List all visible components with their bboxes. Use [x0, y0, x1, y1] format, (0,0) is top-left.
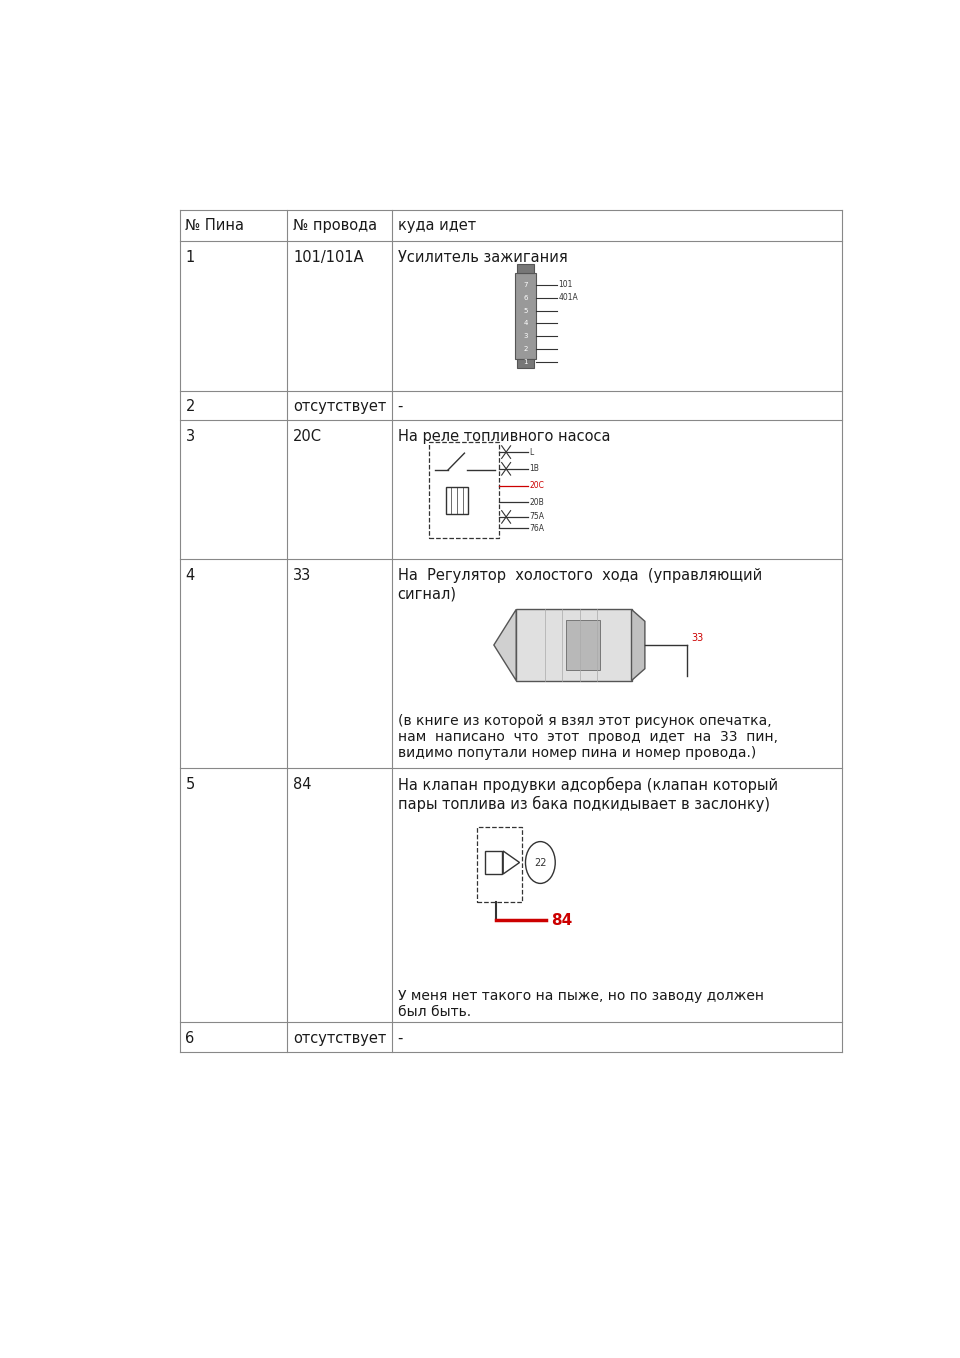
Text: -: -	[397, 1031, 403, 1046]
Text: 7: 7	[523, 281, 528, 288]
Text: 1: 1	[185, 250, 195, 265]
Text: 5: 5	[523, 307, 528, 314]
Text: 6: 6	[523, 295, 528, 300]
Bar	[516, 610, 632, 680]
Text: 401A: 401A	[558, 293, 578, 303]
Text: 84: 84	[551, 913, 572, 928]
Bar	[429, 441, 499, 538]
Text: № Пина: № Пина	[185, 219, 245, 234]
Bar	[517, 263, 534, 273]
Bar	[516, 273, 536, 359]
Text: 20С: 20С	[294, 429, 323, 444]
Text: 33: 33	[691, 633, 704, 642]
Text: На клапан продувки адсорбера (клапан который: На клапан продувки адсорбера (клапан кот…	[397, 777, 778, 793]
Text: L: L	[529, 448, 534, 456]
Text: На реле топливного насоса: На реле топливного насоса	[397, 429, 610, 444]
Text: 3: 3	[185, 429, 195, 444]
Text: 1: 1	[523, 359, 528, 365]
Text: 1B: 1B	[529, 464, 540, 474]
Bar	[445, 486, 468, 513]
Bar	[517, 359, 534, 368]
Text: 101/101А: 101/101А	[294, 250, 364, 265]
Bar	[486, 851, 502, 875]
Text: У меня нет такого на пыже, но по заводу должен
был быть.: У меня нет такого на пыже, но по заводу …	[397, 989, 763, 1020]
Text: 2: 2	[185, 399, 195, 414]
Text: 22: 22	[534, 857, 546, 868]
Text: 84: 84	[294, 777, 312, 792]
Text: 4: 4	[185, 568, 195, 583]
Text: 101: 101	[558, 280, 572, 289]
Bar	[566, 619, 600, 669]
Text: 20B: 20B	[529, 498, 544, 507]
Text: 76A: 76A	[529, 524, 544, 532]
Text: (в книге из которой я взял этот рисунок опечатка,
нам  написано  что  этот  пров: (в книге из которой я взял этот рисунок …	[397, 714, 778, 760]
Polygon shape	[632, 610, 645, 680]
Text: отсутствует: отсутствует	[294, 399, 387, 414]
Text: куда идет: куда идет	[397, 219, 475, 234]
Text: № провода: № провода	[294, 219, 377, 234]
Text: 75A: 75A	[529, 512, 544, 521]
Text: На  Регулятор  холостого  хода  (управляющий: На Регулятор холостого хода (управляющий	[397, 568, 762, 583]
Text: 3: 3	[523, 333, 528, 340]
Text: 20C: 20C	[529, 481, 544, 490]
Text: отсутствует: отсутствует	[294, 1031, 387, 1046]
Bar	[477, 827, 522, 902]
Text: -: -	[397, 399, 403, 414]
Polygon shape	[493, 610, 516, 680]
Text: 6: 6	[185, 1031, 195, 1046]
Text: Усилитель зажигания: Усилитель зажигания	[397, 250, 567, 265]
Text: 5: 5	[185, 777, 195, 792]
Text: 33: 33	[294, 568, 312, 583]
Text: сигнал): сигнал)	[397, 587, 457, 602]
Text: 4: 4	[523, 320, 528, 326]
Text: 2: 2	[523, 346, 528, 352]
Text: пары топлива из бака подкидывает в заслонку): пары топлива из бака подкидывает в засло…	[397, 796, 770, 812]
